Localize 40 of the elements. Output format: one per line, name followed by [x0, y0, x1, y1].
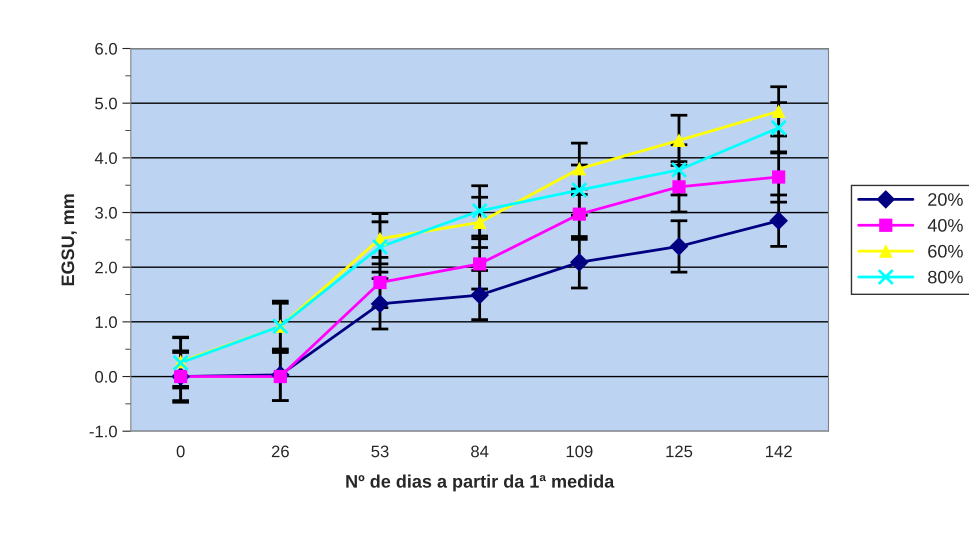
x-tick-label: 0	[176, 446, 185, 458]
point	[770, 119, 787, 136]
y-tick-label: 5.0	[95, 98, 117, 110]
point	[672, 134, 686, 147]
point	[572, 162, 586, 176]
y-tick-label: 2.0	[95, 262, 117, 274]
point	[772, 104, 786, 118]
legend-label: 60%	[928, 244, 963, 258]
y-tick-label: 4.0	[94, 152, 117, 164]
y-tick-label: -1.0	[90, 426, 117, 438]
y-axis-title: EGSU, mm	[61, 194, 77, 286]
point	[473, 257, 486, 271]
point	[370, 294, 390, 314]
y-tick-label: 1.0	[96, 316, 117, 328]
y-tick-label: 0.0	[95, 370, 117, 383]
x-tick-label: 125	[666, 446, 692, 458]
x-tick-label: 142	[766, 446, 792, 458]
x-tick-label: 84	[471, 446, 488, 458]
point	[772, 170, 786, 184]
legend-label: 80%	[928, 270, 963, 284]
point	[570, 253, 589, 272]
point	[372, 238, 388, 256]
point	[670, 237, 688, 256]
point	[471, 202, 488, 220]
legend-label: 20%	[928, 193, 963, 206]
x-axis-title: Nº de dias a partir da 1ª medida	[346, 474, 614, 492]
point	[672, 180, 686, 194]
point	[572, 208, 586, 221]
point	[769, 212, 788, 230]
point	[670, 162, 688, 178]
point	[470, 286, 489, 304]
x-tick-label: 109	[566, 446, 592, 458]
y-tick-label: 6.0	[95, 42, 117, 55]
x-tick-label: 26	[272, 446, 289, 458]
legend-label: 40%	[928, 218, 963, 232]
y-tick-label: 3.0	[95, 206, 117, 219]
point	[473, 216, 486, 229]
point	[373, 276, 387, 290]
x-tick-label: 53	[371, 446, 389, 458]
point	[570, 182, 588, 198]
